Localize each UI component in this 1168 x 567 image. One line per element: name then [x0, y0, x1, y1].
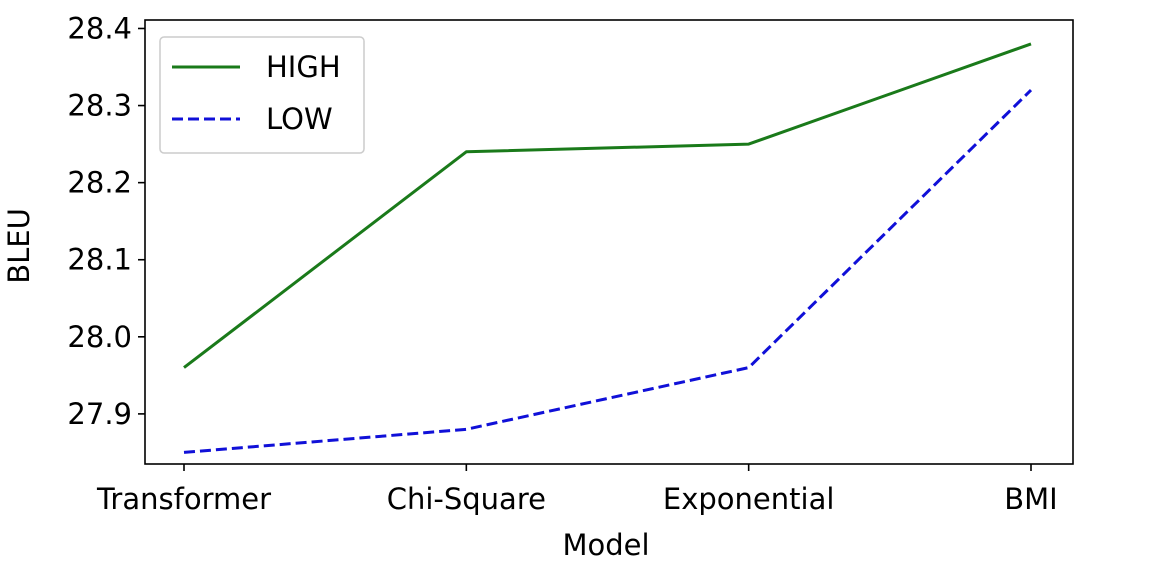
- y-tick-label: 27.9: [67, 397, 132, 431]
- plot-area-group: [183, 42, 1033, 454]
- legend-group: HIGH LOW: [159, 36, 365, 154]
- x-tick-label: BMI: [1004, 482, 1057, 516]
- x-tick-label: Exponential: [663, 482, 835, 516]
- legend-label-high: HIGH: [266, 50, 341, 84]
- series-line-high: [183, 42, 1032, 369]
- y-tick-label: 28.3: [67, 89, 132, 123]
- legend-label-low: LOW: [266, 102, 333, 136]
- y-tick-label: 28.0: [67, 320, 132, 354]
- y-tick-label: 28.4: [67, 11, 132, 45]
- y-tick-label: 28.1: [67, 243, 132, 277]
- plot-frame: [144, 19, 1074, 465]
- x-tick-label: Transformer: [96, 482, 271, 516]
- x-tick-label: Chi-Square: [387, 482, 546, 516]
- series-line-low: [183, 89, 1033, 454]
- y-tick-label: 28.2: [67, 166, 132, 200]
- y-axis-title: BLEU: [2, 208, 36, 284]
- x-axis-title: Model: [562, 528, 649, 562]
- axes-group: 27.9 28.0 28.1 28.2 28.3 28.4 Transformer Chi-S…: [67, 11, 1074, 516]
